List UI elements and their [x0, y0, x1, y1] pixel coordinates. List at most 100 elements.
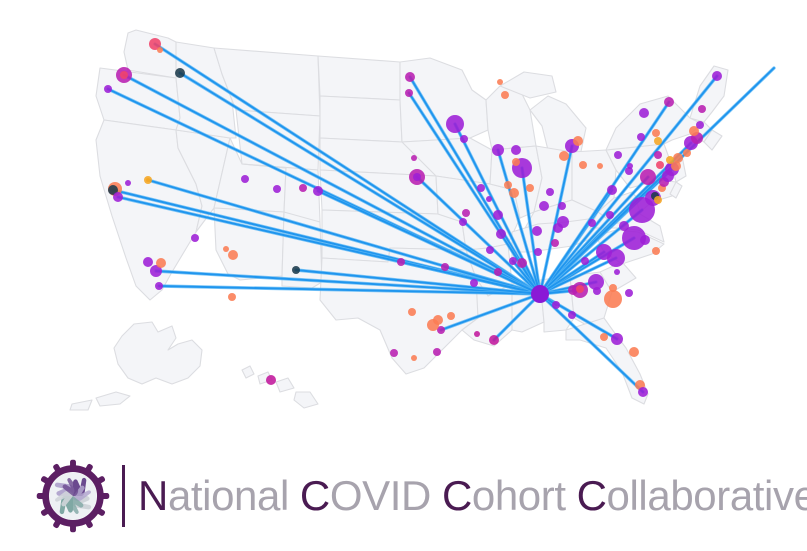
spoke-boston[interactable]	[539, 75, 718, 295]
hub-dot[interactable]	[531, 285, 549, 303]
site-dot-huntington-wv[interactable]	[588, 219, 596, 227]
spoke-omaha[interactable]	[416, 176, 541, 295]
site-dot-tulsa-ok[interactable]	[470, 279, 478, 287]
site-dot-las-vegas-nv[interactable]	[191, 234, 199, 242]
site-dot-new-orleans-la-2[interactable]	[489, 335, 499, 345]
site-dot-toledo-oh[interactable]	[579, 161, 587, 169]
site-dot-atlanta-ga-core[interactable]	[576, 285, 584, 293]
site-dot-memphis-tn[interactable]	[509, 257, 517, 265]
site-dot-princeton-nj[interactable]	[666, 156, 674, 164]
site-dot-duluth-mn[interactable]	[497, 79, 503, 85]
site-dot-hartford-ct[interactable]	[698, 105, 706, 113]
spoke-la[interactable]	[155, 270, 541, 295]
site-dot-sioux-falls-sd[interactable]	[405, 89, 413, 97]
site-dot-albany-ny[interactable]	[664, 97, 674, 107]
site-dot-trenton-nj[interactable]	[671, 161, 681, 171]
site-dot-fayetteville-nc[interactable]	[614, 269, 620, 275]
spoke-seattle[interactable]	[154, 43, 541, 295]
site-dot-ann-arbor-mi[interactable]	[573, 136, 583, 146]
spoke-durham[interactable]	[539, 257, 617, 295]
site-dot-kansas-city-mo[interactable]	[459, 218, 467, 226]
site-dot-little-rock-ar[interactable]	[494, 268, 502, 276]
site-dot-galveston-tx[interactable]	[433, 348, 441, 356]
site-dot-des-moines-ia[interactable]	[477, 184, 485, 192]
site-dot-pittsburgh-pa-2[interactable]	[656, 161, 664, 169]
site-dot-morgantown-wv[interactable]	[606, 211, 614, 219]
site-dot-phoenix-az-2[interactable]	[228, 250, 238, 260]
site-dot-nashville-tn-nw[interactable]	[517, 258, 527, 268]
site-dot-charlotte-nc[interactable]	[581, 257, 589, 265]
site-dot-la-ca-1[interactable]	[143, 257, 153, 267]
site-dot-madison-wi[interactable]	[492, 144, 504, 156]
site-dot-tallahassee-fl[interactable]	[600, 333, 608, 341]
site-dot-corvallis-or[interactable]	[104, 85, 112, 93]
site-dot-indianapolis-in-1[interactable]	[526, 184, 534, 192]
site-dot-cleveland-oh-2[interactable]	[625, 167, 633, 175]
site-dot-la-ca-3[interactable]	[156, 258, 166, 268]
site-dot-salt-lake-ut[interactable]	[241, 175, 249, 183]
site-dot-dallas-tx[interactable]	[408, 308, 416, 316]
site-dot-birmingham-al[interactable]	[552, 301, 560, 309]
spoke-denver[interactable]	[317, 190, 541, 295]
spoke-albany[interactable]	[539, 101, 670, 295]
site-dot-st-louis-mo[interactable]	[493, 210, 503, 220]
site-dot-athens-ga[interactable]	[593, 287, 601, 295]
site-dot-bowling-green-ky[interactable]	[534, 248, 542, 256]
site-dot-state-college-pa[interactable]	[627, 163, 633, 169]
spoke-san-diego[interactable]	[158, 285, 541, 295]
spoke-chicago[interactable]	[521, 167, 541, 295]
site-dot-la-ca-2[interactable]	[150, 265, 162, 277]
site-dot-minneapolis-mn[interactable]	[446, 115, 464, 133]
spoke-detroit[interactable]	[539, 145, 573, 295]
site-dot-knoxville-tn[interactable]	[551, 239, 559, 247]
spoke-portland[interactable]	[123, 74, 541, 295]
site-dot-nyc-ny-1[interactable]	[683, 149, 691, 157]
site-dot-dayton-oh[interactable]	[546, 188, 554, 196]
site-dot-pittsburgh-pa[interactable]	[640, 169, 656, 185]
site-dot-savannah-ga[interactable]	[625, 289, 633, 297]
site-dot-omaha-ne-core[interactable]	[413, 173, 421, 181]
spoke-miami[interactable]	[539, 293, 644, 393]
site-dot-binghamton-ny[interactable]	[637, 133, 645, 141]
site-dot-new-orleans-la-1[interactable]	[474, 331, 480, 337]
site-dot-white-plains-ny[interactable]	[696, 121, 704, 129]
site-dot-syracuse-ny[interactable]	[639, 108, 649, 118]
site-dot-wausau-wi[interactable]	[501, 91, 509, 99]
site-dot-indianapolis-in-2[interactable]	[539, 201, 549, 211]
site-dot-springfield-il[interactable]	[509, 188, 519, 198]
site-dot-nyc-ny-4[interactable]	[689, 126, 699, 136]
site-dot-virginia-beach-va[interactable]	[652, 247, 660, 255]
site-dot-lexington-ky[interactable]	[553, 223, 563, 233]
site-dot-tucson-az[interactable]	[228, 293, 236, 301]
site-dot-sf-bay-2[interactable]	[113, 192, 123, 202]
site-dot-scranton-pa[interactable]	[652, 129, 660, 137]
site-dot-peoria-il[interactable]	[504, 181, 512, 189]
site-dot-evansville-in[interactable]	[532, 226, 542, 236]
site-dot-houston-tx-1[interactable]	[437, 326, 445, 334]
site-dot-spokane-wa[interactable]	[175, 68, 185, 78]
site-dot-myrtle-beach-sc[interactable]	[609, 284, 617, 292]
site-dot-norfolk-va[interactable]	[640, 235, 650, 245]
site-dot-columbus-oh[interactable]	[607, 185, 617, 195]
site-dot-phoenix-az-1[interactable]	[223, 246, 229, 252]
spoke-madison[interactable]	[497, 149, 541, 295]
site-dot-aurora-co[interactable]	[299, 184, 307, 192]
site-dot-cleveland-oh-1[interactable]	[597, 163, 603, 169]
site-dot-cincinnati-oh[interactable]	[558, 202, 566, 210]
site-dot-charleston-sc[interactable]	[604, 290, 622, 308]
site-dot-sf-bay-core[interactable]	[108, 185, 118, 195]
site-dot-albuquerque-nm[interactable]	[292, 266, 300, 274]
site-dot-buffalo-ny[interactable]	[614, 151, 622, 159]
spoke-winston-salem[interactable]	[539, 251, 605, 295]
site-dot-tampa-fl[interactable]	[629, 347, 639, 357]
site-dot-baltimore-md-2[interactable]	[654, 196, 662, 204]
site-dot-miami-fl-2[interactable]	[638, 387, 648, 397]
site-dot-san-antonio-tx[interactable]	[390, 349, 398, 357]
site-dot-macon-ga[interactable]	[568, 311, 576, 319]
site-dot-fargo-nd[interactable]	[405, 72, 415, 82]
site-dot-oklahoma-city-ok[interactable]	[441, 263, 449, 271]
site-dot-milwaukee-wi[interactable]	[511, 145, 521, 155]
site-dot-gainesville-fl[interactable]	[611, 333, 623, 345]
site-dot-denver-co-1[interactable]	[273, 185, 281, 193]
site-dot-houston-tx-3[interactable]	[433, 315, 443, 325]
